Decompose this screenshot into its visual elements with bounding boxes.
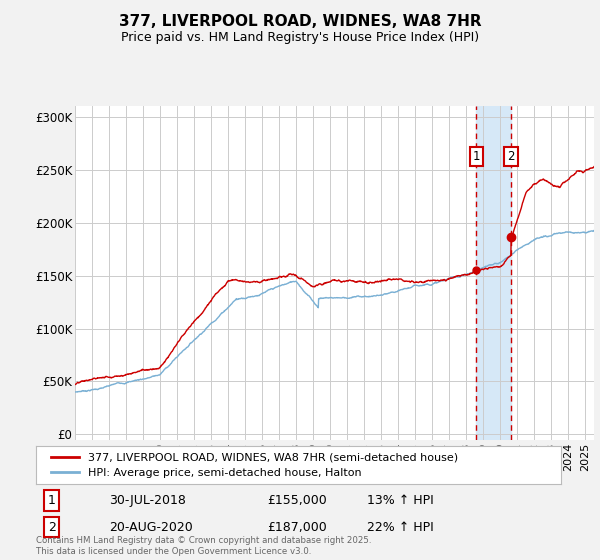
Text: Price paid vs. HM Land Registry's House Price Index (HPI): Price paid vs. HM Land Registry's House …	[121, 31, 479, 44]
Text: 2: 2	[48, 521, 56, 534]
Text: 377, LIVERPOOL ROAD, WIDNES, WA8 7HR: 377, LIVERPOOL ROAD, WIDNES, WA8 7HR	[119, 14, 481, 29]
Bar	[476, 106, 511, 440]
Text: £187,000: £187,000	[267, 521, 327, 534]
Text: 1: 1	[472, 150, 480, 162]
Text: 1: 1	[48, 494, 56, 507]
Legend: 377, LIVERPOOL ROAD, WIDNES, WA8 7HR (semi-detached house), HPI: Average price, : 377, LIVERPOOL ROAD, WIDNES, WA8 7HR (se…	[47, 448, 463, 483]
Text: 20-AUG-2020: 20-AUG-2020	[110, 521, 193, 534]
Text: Contains HM Land Registry data © Crown copyright and database right 2025.
This d: Contains HM Land Registry data © Crown c…	[36, 536, 371, 556]
Text: 30-JUL-2018: 30-JUL-2018	[110, 494, 187, 507]
Text: 2: 2	[508, 150, 515, 162]
Text: £155,000: £155,000	[267, 494, 327, 507]
Text: 13% ↑ HPI: 13% ↑ HPI	[367, 494, 433, 507]
Text: 22% ↑ HPI: 22% ↑ HPI	[367, 521, 433, 534]
